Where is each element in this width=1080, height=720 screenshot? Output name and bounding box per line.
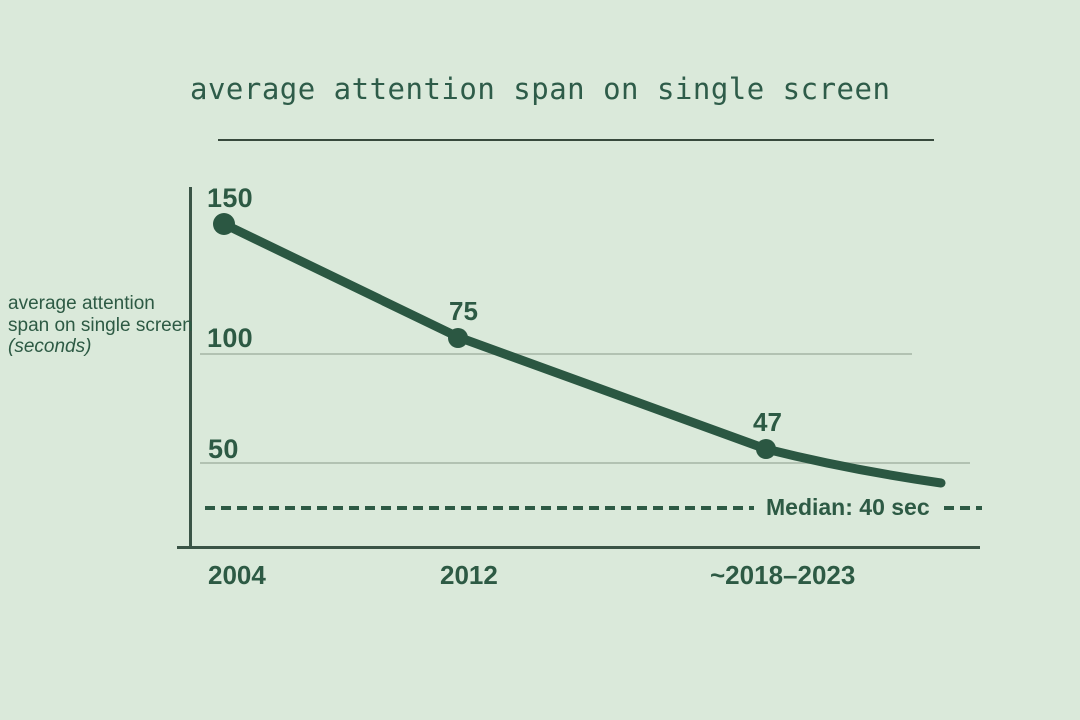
gridline-100: [200, 353, 912, 355]
y-tick-150: 150: [207, 183, 253, 213]
y-axis-line: [189, 187, 192, 548]
x-tick-2018-2023: ~2018–2023: [710, 560, 856, 590]
data-point-2012: [448, 328, 468, 348]
median-label: Median: 40 sec: [766, 494, 930, 520]
x-tick-2012: 2012: [440, 560, 498, 590]
y-axis-title-line-2: span on single screen: [8, 314, 193, 336]
y-axis-title: average attention span on single screen …: [8, 293, 193, 358]
y-axis-title-line-1: average attention: [8, 293, 155, 314]
trend-line: [219, 219, 946, 488]
chart-title: average attention span on single screen: [190, 72, 891, 106]
point-label-2012: 75: [449, 296, 478, 326]
median-dashed-line-left: [205, 506, 754, 510]
data-point-2004: [213, 213, 235, 235]
median-dashed-line-right: [944, 506, 982, 510]
x-axis-line: [177, 546, 980, 549]
y-axis-title-units: (seconds): [8, 336, 92, 357]
point-label-2018-2023: 47: [753, 407, 782, 437]
data-point-2018-2023: [756, 439, 776, 459]
y-tick-50: 50: [208, 434, 239, 464]
x-tick-2004: 2004: [208, 560, 266, 590]
y-tick-100: 100: [207, 323, 253, 353]
gridline-50: [200, 462, 970, 464]
title-underline: [218, 139, 934, 141]
